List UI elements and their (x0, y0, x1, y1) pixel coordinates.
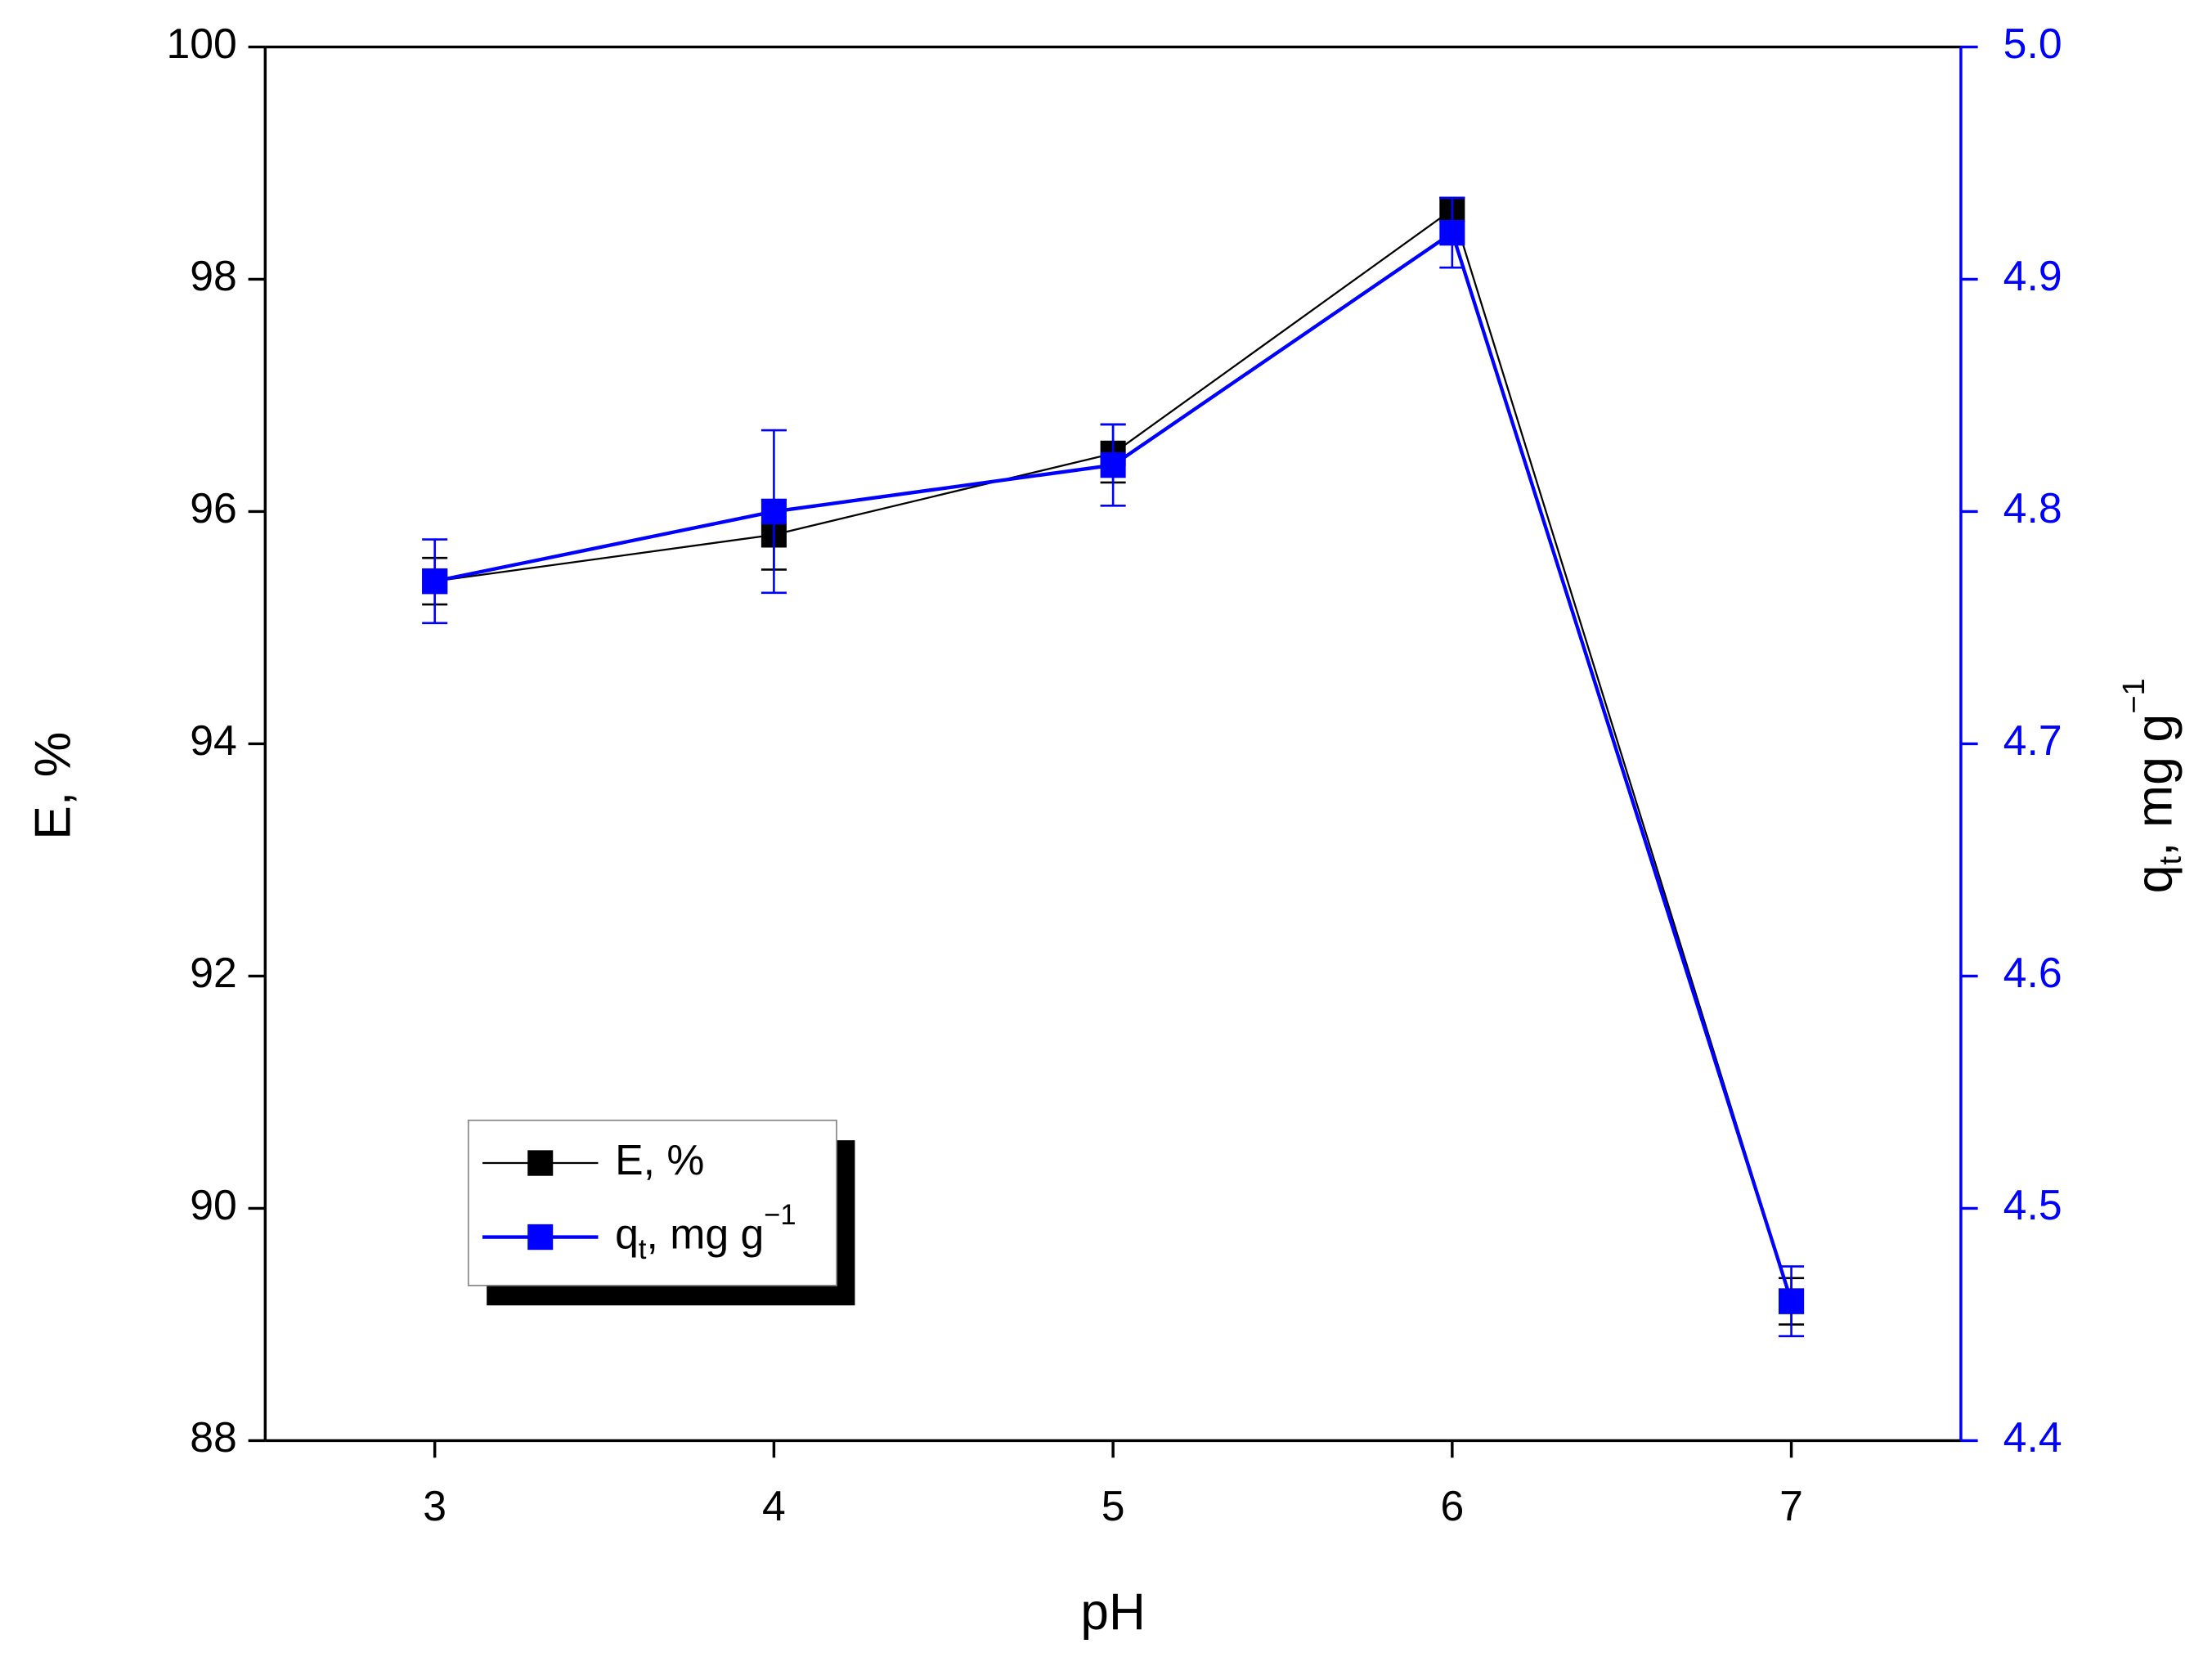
y2-tick-label: 4.7 (2003, 717, 2062, 765)
legend-label-part: t (639, 1234, 647, 1265)
legend-label: E, % (615, 1137, 704, 1184)
y2-tick-label: 4.5 (2003, 1182, 2062, 1229)
marker (422, 568, 448, 595)
y2-tick-label: 4.6 (2003, 950, 2062, 997)
legend-label-part: , mg g (647, 1210, 765, 1258)
y2-tick-label: 5.0 (2003, 20, 2062, 68)
legend-marker (527, 1224, 554, 1251)
label-sub: t (2153, 856, 2188, 865)
y-tick-label: 96 (190, 485, 237, 532)
y-tick-label: 88 (190, 1414, 237, 1462)
x-tick-label: 6 (1440, 1483, 1464, 1530)
legend-label-part: E, % (615, 1137, 704, 1184)
x-axis-label: pH (1080, 1584, 1145, 1641)
label-part: q (2127, 865, 2183, 894)
x-tick-label: 5 (1102, 1483, 1125, 1530)
marker (1439, 219, 1465, 246)
y2-tick-label: 4.4 (2003, 1414, 2062, 1462)
legend-label-part: −1 (764, 1200, 796, 1231)
y-tick-label: 94 (190, 717, 237, 765)
y-axis-label: E, % (25, 732, 82, 840)
x-tick-label: 3 (423, 1483, 446, 1530)
y-tick-label: 92 (190, 950, 237, 997)
y-tick-label: 90 (190, 1182, 237, 1229)
x-tick-label: 7 (1779, 1483, 1803, 1530)
legend-box (467, 1119, 837, 1287)
y2-axis-label: qt, mg g−1 (2116, 678, 2188, 893)
x-tick-label: 4 (762, 1483, 786, 1530)
y2-tick-label: 4.9 (2003, 253, 2062, 300)
legend-label: qt, mg g−1 (615, 1200, 796, 1265)
label-part: , mg g (2127, 714, 2183, 856)
y-tick-label: 100 (166, 20, 236, 68)
marker (1100, 451, 1126, 478)
y-tick-label: 98 (190, 253, 237, 300)
marker (761, 498, 787, 525)
label-sup: −1 (2116, 678, 2151, 714)
legend-label-part: q (615, 1210, 639, 1258)
marker (1779, 1288, 1805, 1314)
legend-marker (527, 1150, 554, 1176)
legend: E, % qt, mg g−1 (467, 1119, 855, 1306)
y2-tick-label: 4.8 (2003, 485, 2062, 532)
